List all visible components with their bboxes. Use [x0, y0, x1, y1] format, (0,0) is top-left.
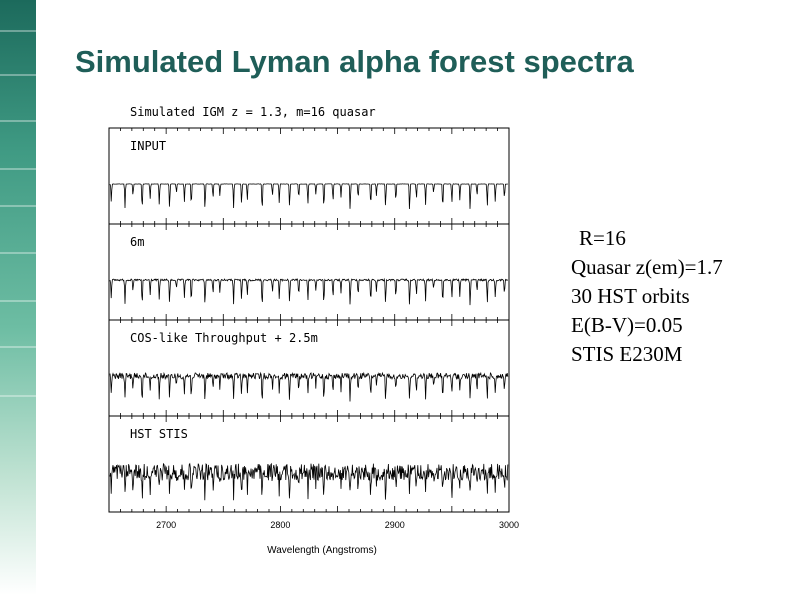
x-tick-label: 2700 [156, 520, 176, 530]
spectrum-panel: 6m [108, 223, 510, 321]
x-axis-label: Wavelength (Angstroms) [267, 545, 377, 556]
panel-label: 6m [130, 235, 144, 249]
param-resolution: R=16 [579, 226, 626, 250]
spectrum-panel: COS-like Throughput + 2.5m [108, 319, 510, 417]
panel-frame [108, 223, 510, 321]
param-instrument: STIS E230M [571, 342, 683, 366]
spectrum-series-line [109, 183, 508, 210]
param-hst-orbits: 30 HST orbits [571, 284, 690, 308]
panel-label: COS-like Throughput + 2.5m [130, 331, 318, 345]
spectrum-panel: INPUT [108, 127, 510, 225]
param-extinction: E(B-V)=0.05 [571, 313, 683, 337]
slide-title: Simulated Lyman alpha forest spectra [75, 44, 634, 79]
spectrum-series-line [109, 462, 509, 501]
spectrum-series-line [109, 371, 509, 402]
param-quasar-redshift: Quasar z(em)=1.7 [571, 255, 723, 279]
spectra-figure: Simulated IGM z = 1.3, m=16 quasar INPUT… [84, 92, 536, 567]
panel-frame [108, 415, 510, 513]
decorative-side-stripe [0, 0, 36, 595]
chart-title: Simulated IGM z = 1.3, m=16 quasar [130, 105, 376, 119]
x-tick-label: 2900 [385, 520, 405, 530]
panel-frame [108, 127, 510, 225]
simulation-parameters: R=16 Quasar z(em)=1.7 30 HST orbits E(B-… [571, 224, 723, 369]
x-tick-label: 2800 [270, 520, 290, 530]
x-tick-label: 3000 [499, 520, 519, 530]
panel-label: HST STIS [130, 427, 188, 441]
spectra-chart: Simulated IGM z = 1.3, m=16 quasar INPUT… [108, 105, 519, 556]
panel-label: INPUT [130, 139, 166, 153]
spectrum-panel: HST STIS [108, 415, 510, 513]
spectrum-series-line [109, 277, 509, 306]
